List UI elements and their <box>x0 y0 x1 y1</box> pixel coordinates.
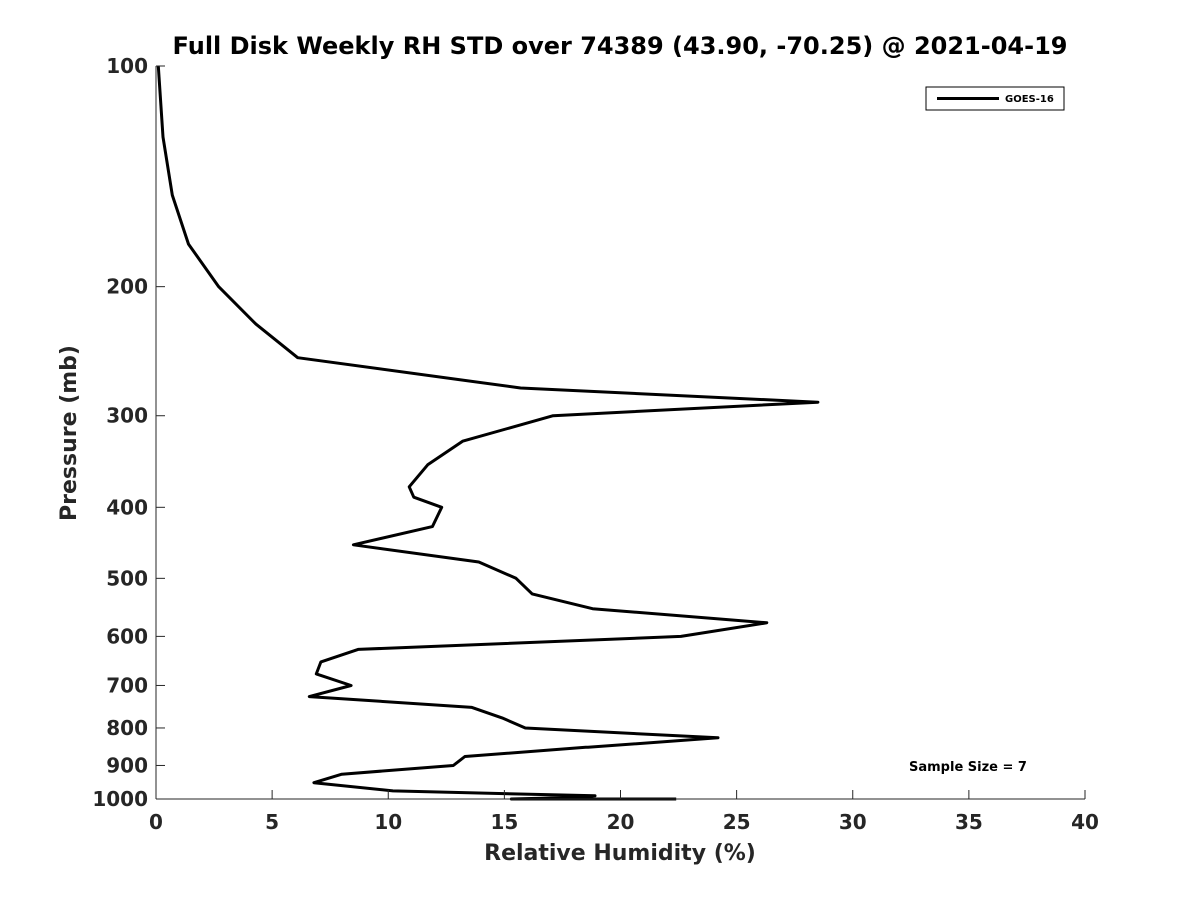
y-tick-label: 900 <box>106 753 148 777</box>
x-tick-label: 10 <box>374 810 402 834</box>
x-tick-label: 25 <box>723 810 751 834</box>
x-axis-label: Relative Humidity (%) <box>484 841 756 866</box>
y-tick-label: 700 <box>106 673 148 697</box>
x-tick-label: 20 <box>607 810 635 834</box>
x-tick-label: 35 <box>955 810 983 834</box>
x-tick-label: 5 <box>265 810 279 834</box>
legend-label-goes-16: GOES-16 <box>1005 94 1054 105</box>
y-tick-label: 800 <box>106 716 148 740</box>
y-tick-label: 400 <box>106 495 148 519</box>
y-tick-label: 500 <box>106 566 148 590</box>
chart-title: Full Disk Weekly RH STD over 74389 (43.9… <box>173 32 1068 60</box>
y-tick-label: 600 <box>106 624 148 648</box>
y-tick-label: 300 <box>106 404 148 428</box>
plot-area: 0 5 10 15 20 25 30 35 40 100 200 300 400 500 600 700 800… <box>92 54 1099 834</box>
x-tick-label: 0 <box>149 810 163 834</box>
sample-size-annotation: Sample Size = 7 <box>909 760 1027 775</box>
series-line-goes-16 <box>156 65 820 801</box>
x-tick-label: 30 <box>839 810 867 834</box>
y-tick-label: 100 <box>106 54 148 78</box>
y-tick-label: 200 <box>106 275 148 299</box>
legend: GOES-16 <box>925 86 1065 111</box>
y-tick-label: 1000 <box>92 787 148 811</box>
y-axis-label: Pressure (mb) <box>57 345 82 521</box>
x-tick-label: 15 <box>490 810 518 834</box>
x-tick-label: 40 <box>1071 810 1099 834</box>
